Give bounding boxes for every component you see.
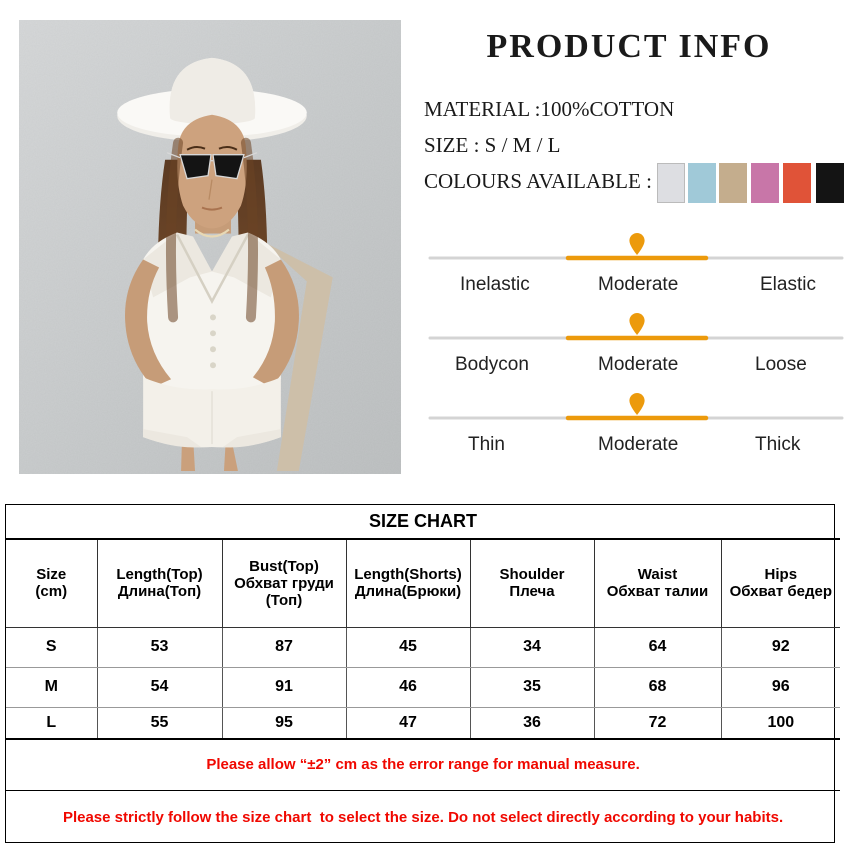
svg-text:Moderate: Moderate (598, 274, 678, 295)
svg-text:Thick: Thick (755, 434, 801, 455)
svg-text:Elastic: Elastic (760, 274, 816, 295)
svg-text:Moderate: Moderate (598, 354, 678, 375)
svg-text:Moderate: Moderate (598, 434, 678, 455)
svg-text:Loose: Loose (755, 354, 807, 375)
svg-text:Thin: Thin (468, 434, 505, 455)
svg-text:Bodycon: Bodycon (455, 354, 529, 375)
svg-text:Inelastic: Inelastic (460, 274, 530, 295)
